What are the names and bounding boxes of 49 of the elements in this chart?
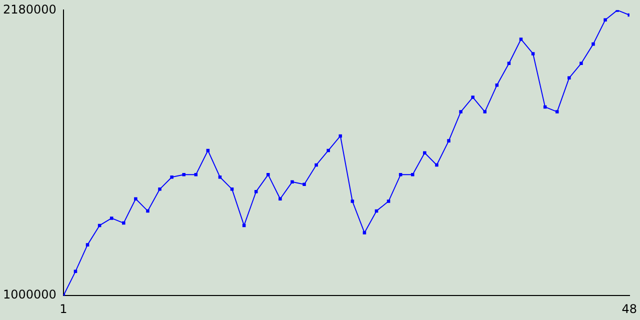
- point: [580, 62, 583, 66]
- point: [278, 197, 282, 200]
- point: [86, 243, 90, 246]
- point: [386, 200, 390, 203]
- point: [604, 18, 607, 22]
- point: [182, 173, 186, 176]
- point: [110, 216, 114, 220]
- point: [471, 96, 474, 99]
- point: [435, 163, 438, 167]
- point: [158, 188, 162, 191]
- point: [302, 182, 306, 186]
- point: [568, 76, 571, 80]
- point: [74, 270, 78, 274]
- point: [423, 151, 426, 155]
- point: [543, 105, 547, 109]
- point: [326, 148, 330, 152]
- point: [459, 110, 462, 114]
- point: [146, 209, 150, 213]
- point: [555, 110, 559, 114]
- x-tick-label: 48: [622, 302, 638, 316]
- point: [362, 231, 366, 234]
- point: [531, 52, 535, 56]
- point: [122, 221, 126, 225]
- point: [98, 224, 102, 228]
- point: [338, 134, 342, 138]
- point: [374, 209, 378, 213]
- point: [592, 42, 595, 46]
- x-tick-label: 1: [60, 302, 68, 316]
- point: [170, 175, 174, 179]
- point: [194, 173, 198, 176]
- point: [507, 62, 511, 66]
- point: [314, 163, 318, 167]
- point: [495, 84, 499, 87]
- point: [134, 197, 138, 200]
- point: [411, 173, 414, 176]
- point: [254, 190, 258, 194]
- point: [290, 180, 294, 184]
- point: [447, 139, 450, 142]
- point: [398, 173, 402, 176]
- point: [519, 38, 523, 41]
- point: [218, 175, 222, 179]
- point: [230, 188, 234, 191]
- point: [350, 200, 354, 203]
- point: [266, 173, 270, 176]
- point: [483, 110, 487, 114]
- point: [242, 224, 246, 228]
- y-tick-label: 2180000: [2, 2, 56, 16]
- y-tick-label: 1000000: [2, 288, 56, 302]
- point: [206, 148, 210, 152]
